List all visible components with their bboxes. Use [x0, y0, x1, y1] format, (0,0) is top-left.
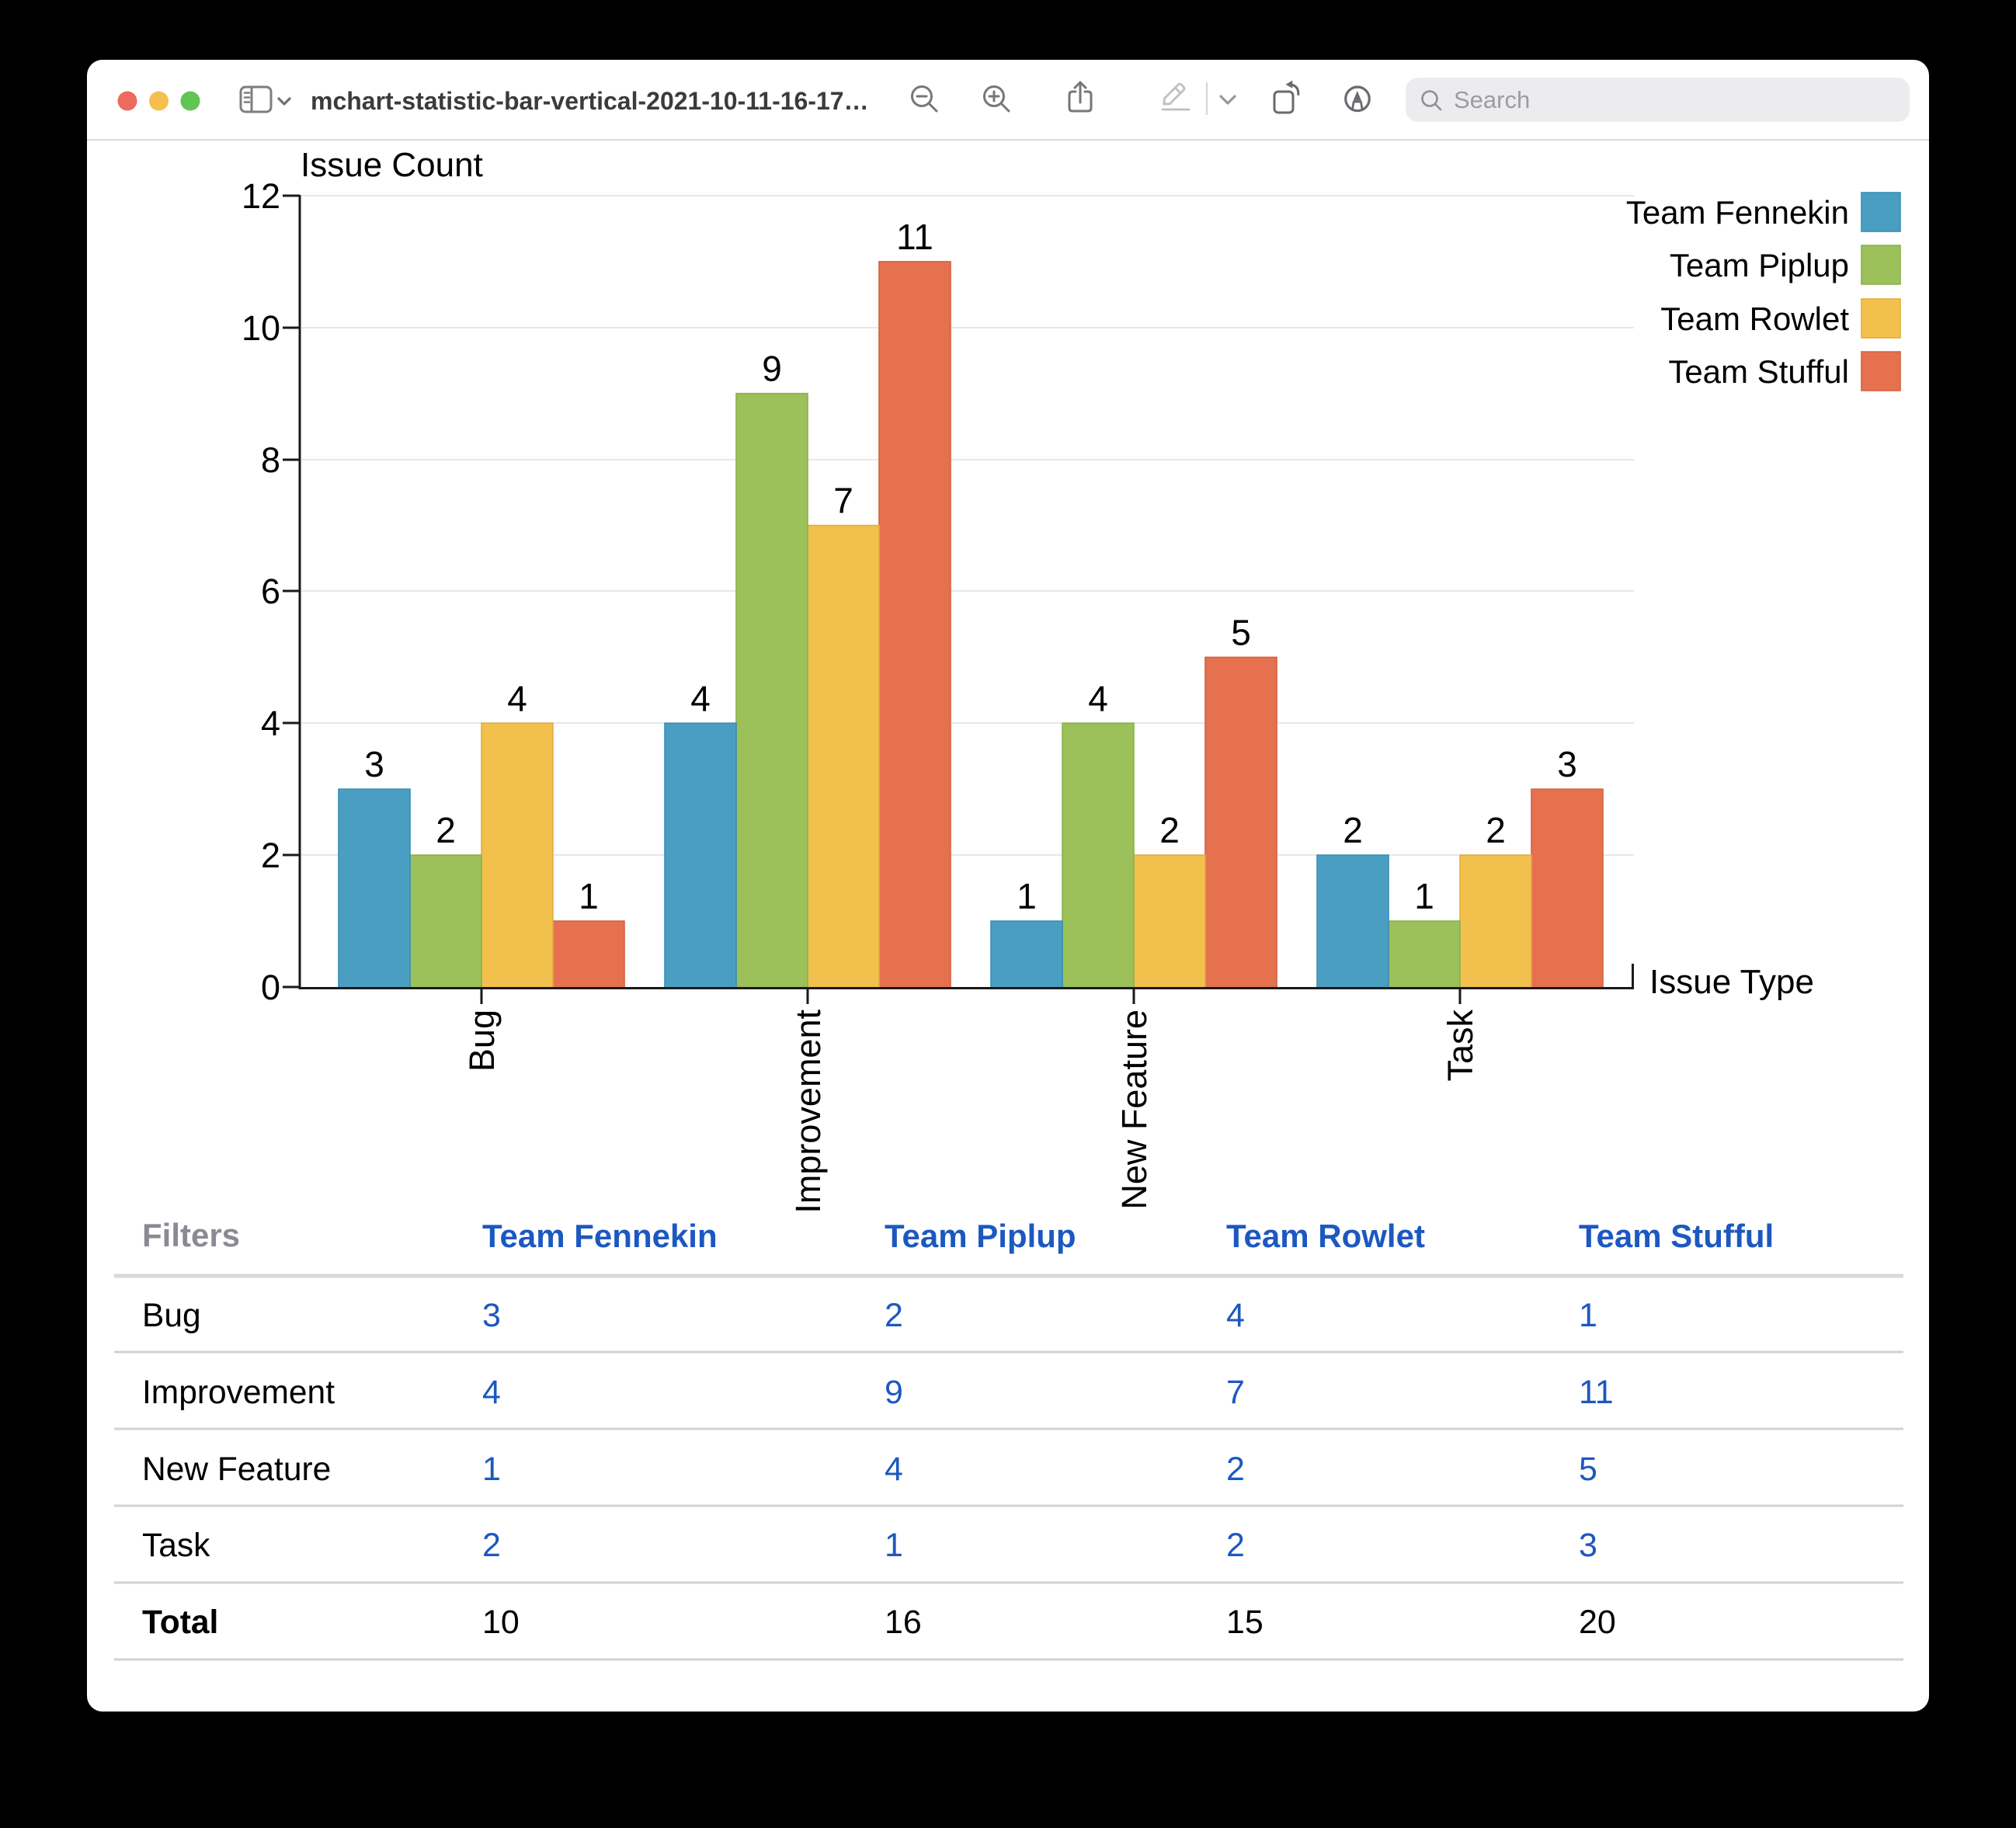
- svg-text:1: 1: [1017, 876, 1037, 916]
- svg-text:2: 2: [1226, 1527, 1245, 1564]
- svg-text:Team Fennekin: Team Fennekin: [482, 1218, 718, 1254]
- svg-text:11: 11: [1579, 1374, 1614, 1411]
- svg-text:4: 4: [690, 678, 711, 718]
- svg-text:10: 10: [482, 1604, 520, 1641]
- svg-text:Team Piplup: Team Piplup: [885, 1218, 1076, 1254]
- svg-text:Team Stufful: Team Stufful: [1579, 1218, 1774, 1254]
- svg-text:9: 9: [762, 349, 782, 389]
- svg-text:15: 15: [1226, 1604, 1263, 1641]
- svg-text:4: 4: [507, 678, 527, 718]
- svg-text:Improvement: Improvement: [788, 1010, 828, 1214]
- svg-text:Team Piplup: Team Piplup: [1670, 247, 1849, 283]
- svg-text:3: 3: [1579, 1527, 1597, 1564]
- svg-text:1: 1: [1579, 1297, 1597, 1334]
- svg-text:5: 5: [1231, 612, 1251, 652]
- svg-text:4: 4: [1088, 678, 1108, 718]
- svg-text:8: 8: [261, 440, 280, 480]
- svg-text:Team Rowlet: Team Rowlet: [1226, 1218, 1425, 1254]
- svg-text:4: 4: [482, 1374, 501, 1411]
- svg-text:11: 11: [896, 217, 933, 257]
- svg-text:2: 2: [261, 836, 280, 875]
- svg-text:Team Stufful: Team Stufful: [1668, 353, 1849, 390]
- svg-text:Issue Type: Issue Type: [1649, 963, 1814, 1001]
- svg-text:1: 1: [579, 876, 599, 916]
- svg-text:10: 10: [242, 308, 280, 348]
- svg-text:2: 2: [1486, 810, 1506, 850]
- svg-text:6: 6: [261, 572, 280, 611]
- svg-text:Team Fennekin: Team Fennekin: [1626, 194, 1849, 231]
- svg-text:2: 2: [482, 1527, 501, 1564]
- svg-text:New Feature: New Feature: [142, 1451, 331, 1488]
- svg-text:New Feature: New Feature: [1114, 1010, 1154, 1210]
- svg-text:Team Rowlet: Team Rowlet: [1660, 301, 1849, 337]
- svg-text:3: 3: [1557, 744, 1577, 784]
- svg-text:1: 1: [885, 1527, 903, 1564]
- svg-text:2: 2: [1226, 1451, 1245, 1488]
- svg-text:Bug: Bug: [462, 1010, 502, 1072]
- svg-text:2: 2: [1343, 810, 1363, 850]
- svg-text:20: 20: [1579, 1604, 1616, 1641]
- svg-text:Task: Task: [142, 1527, 210, 1564]
- svg-text:Task: Task: [1441, 1010, 1480, 1082]
- svg-text:2: 2: [1159, 810, 1180, 850]
- svg-text:3: 3: [364, 744, 384, 784]
- svg-text:1: 1: [482, 1451, 501, 1488]
- svg-text:Search: Search: [1454, 86, 1530, 113]
- svg-text:4: 4: [1226, 1297, 1245, 1334]
- svg-text:4: 4: [261, 704, 280, 743]
- svg-text:Bug: Bug: [142, 1298, 201, 1334]
- svg-text:3: 3: [482, 1297, 501, 1334]
- svg-text:Filters: Filters: [142, 1217, 240, 1253]
- svg-text:1: 1: [1414, 876, 1434, 916]
- svg-text:16: 16: [885, 1604, 922, 1641]
- svg-text:2: 2: [885, 1297, 903, 1334]
- svg-text:12: 12: [242, 176, 280, 216]
- svg-text:mchart-statistic-bar-vertical-: mchart-statistic-bar-vertical-2021-10-11…: [311, 87, 869, 115]
- svg-text:5: 5: [1579, 1451, 1597, 1488]
- svg-text:Issue Count: Issue Count: [301, 146, 483, 184]
- svg-text:9: 9: [885, 1374, 903, 1411]
- svg-text:2: 2: [436, 810, 456, 850]
- svg-text:4: 4: [885, 1451, 903, 1488]
- svg-text:7: 7: [833, 481, 853, 521]
- svg-text:7: 7: [1226, 1374, 1245, 1411]
- svg-text:Improvement: Improvement: [142, 1374, 335, 1411]
- svg-text:Total: Total: [142, 1604, 218, 1641]
- svg-text:0: 0: [261, 968, 280, 1007]
